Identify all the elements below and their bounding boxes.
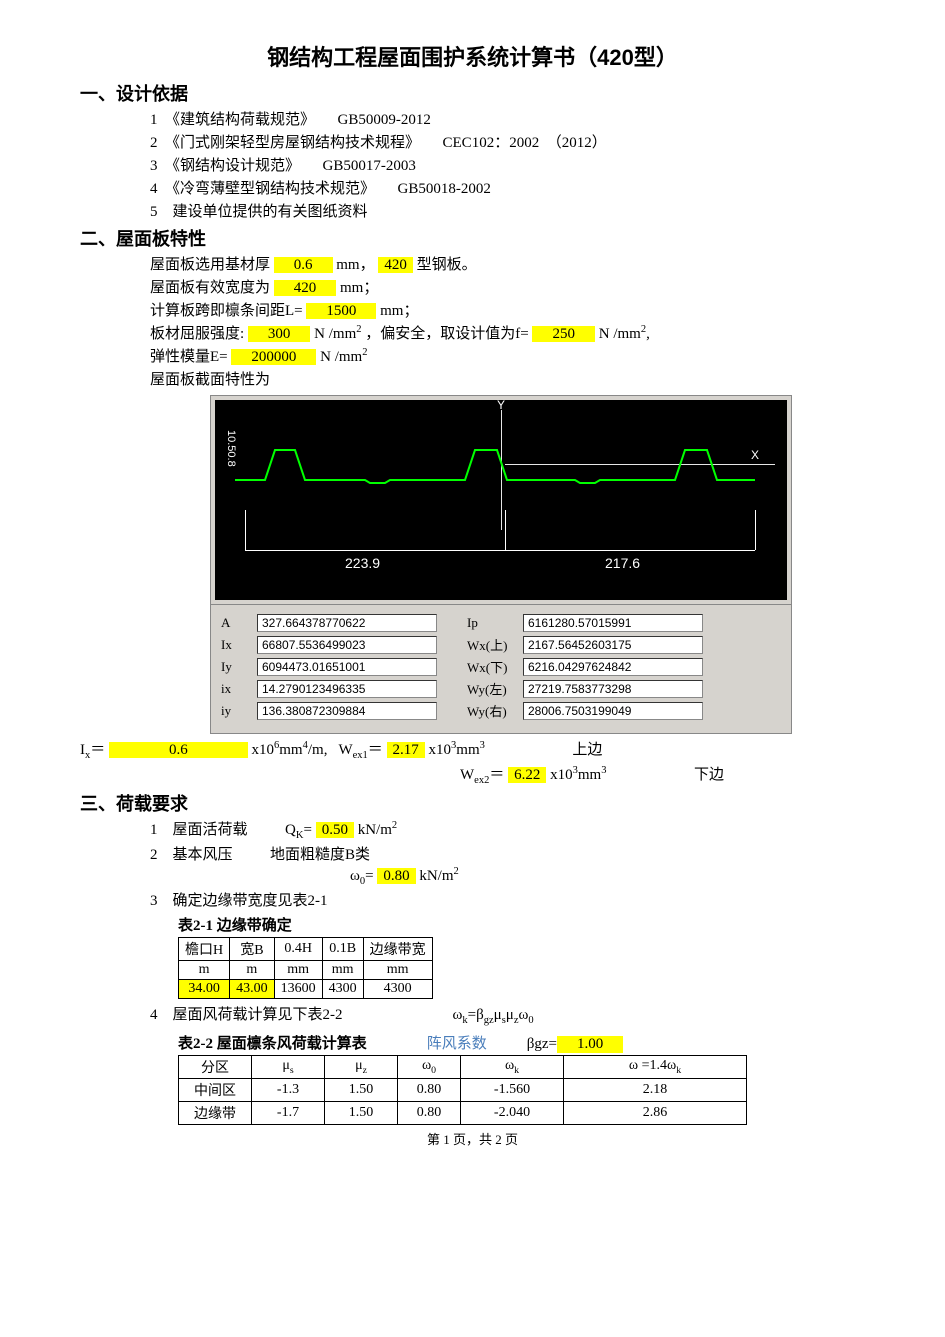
prop-row: A327.664378770622 Ip6161280.57015991	[221, 614, 781, 632]
table-22: 分区 μs μz ω0 ωk ω =1.4ωk 中间区 -1.3 1.50 0.…	[178, 1055, 747, 1125]
section-1-head: 一、设计依据	[80, 80, 865, 106]
ref-item: 4 《冷弯薄壁型钢结构技术规范》 GB50018-2002	[150, 177, 865, 198]
cad-screen: 10.50.8 Y X 223.9 217.6	[215, 400, 787, 600]
ix-wex1-line: Ix＝ 0.6 x106mm4/m, Wex1＝ 2.17 x103mm3 上边	[80, 738, 865, 761]
table21-title: 表2-1 边缘带确定	[178, 914, 865, 935]
cad-dim-right: 217.6	[605, 555, 640, 571]
section-properties: A327.664378770622 Ip6161280.57015991 Ix6…	[211, 604, 791, 733]
wind-omega0-line: ω0= 0.80 kN/m2	[350, 866, 865, 887]
section-props-label: 屋面板截面特性为	[150, 368, 865, 389]
profile-svg	[235, 440, 775, 500]
section-3-head: 三、荷载要求	[80, 790, 865, 816]
ref-item: 3 《钢结构设计规范》 GB50017-2003	[150, 154, 865, 175]
ref-item: 2 《门式刚架轻型房屋钢结构技术规程》 CEC102：2002 （2012）	[150, 131, 865, 152]
wex2-line: Wex2＝ 6.22 x103mm3 下边	[460, 763, 865, 786]
table22-title-line: 表2-2 屋面檩条风荷载计算表 阵风系数 βgz= 1.00	[178, 1028, 865, 1053]
elastic-modulus-line: 弹性模量E= 200000 N /mm2	[150, 345, 865, 366]
axis-y-label: Y	[497, 398, 505, 412]
live-load-line: 1 屋面活荷载 QK= 0.50 kN/m2	[150, 818, 865, 841]
wind-pressure-line: 2 基本风压 地面粗糙度B类	[150, 843, 865, 864]
prop-row: iy136.380872309884 Wy(右)28006.7503199049	[221, 701, 781, 720]
plate-width-line: 屋面板有效宽度为 420 mm；	[150, 276, 865, 297]
edge-band-line: 3 确定边缘带宽度见表2-1	[150, 889, 865, 910]
ref-item: 5 建设单位提供的有关图纸资料	[150, 200, 865, 221]
prop-row: ix14.2790123496335 Wy(左)27219.7583773298	[221, 679, 781, 698]
prop-row: Ix66807.5536499023 Wx(上)2167.56452603175	[221, 635, 781, 654]
cad-dim-left: 223.9	[345, 555, 380, 571]
table-21: 檐口H 宽B 0.4H 0.1B 边缘带宽 m m mm mm mm 34.00…	[178, 937, 433, 999]
plate-span-line: 计算板跨即檩条间距L= 1500 mm；	[150, 299, 865, 320]
page-title: 钢结构工程屋面围护系统计算书（420型）	[80, 40, 865, 72]
plate-thickness-line: 屋面板选用基材厚 0.6 mm， 420 型钢板。	[150, 253, 865, 274]
section-2-head: 二、屋面板特性	[80, 225, 865, 251]
page-footer: 第 1 页，共 2 页	[80, 1129, 865, 1148]
ref-item: 1 《建筑结构荷载规范》 GB50009-2012	[150, 108, 865, 129]
yield-strength-line: 板材屈服强度: 300 N /mm2 ，偏安全，取设计值为f= 250 N /m…	[150, 322, 865, 343]
cad-figure-panel: 10.50.8 Y X 223.9 217.6 A327.66437877062…	[210, 395, 792, 734]
wind-load-calc-line: 4 屋面风荷载计算见下表2-2 ωk=βgzμsμzω0	[150, 1003, 865, 1026]
prop-row: Iy6094473.01651001 Wx(下)6216.04297624842	[221, 657, 781, 676]
